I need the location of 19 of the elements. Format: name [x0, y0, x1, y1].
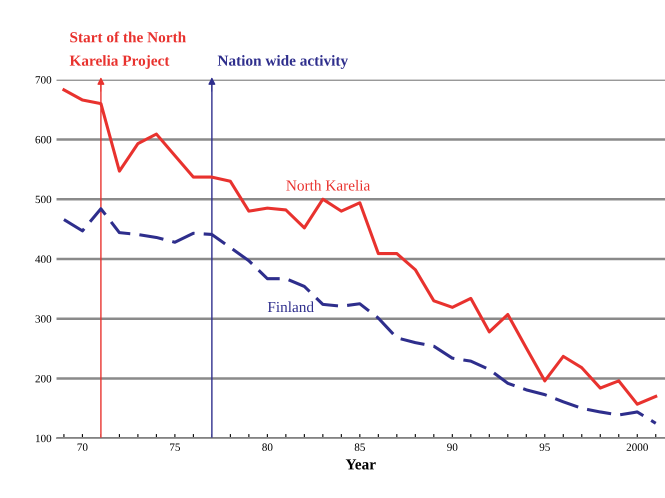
- y-tick-label: 300: [36, 315, 52, 323]
- y-tick-label: 200: [35, 374, 52, 382]
- x-axis-title: Year: [346, 459, 376, 470]
- ref-line-label: Start of the North Karelia Project: [70, 32, 186, 69]
- y-tick-label: 600: [35, 136, 52, 144]
- ref-line-label: Nation wide activity: [218, 55, 348, 69]
- x-tick-label: 95: [540, 443, 550, 451]
- x-tick-label: 75: [170, 444, 180, 451]
- y-tick-label: 500: [36, 196, 52, 204]
- y-tick-label: 100: [36, 434, 52, 442]
- series-label: North Karelia: [286, 180, 370, 191]
- y-tick-label: 700: [36, 76, 52, 84]
- x-tick-label: 85: [354, 443, 365, 451]
- series-label: Finland: [268, 301, 314, 312]
- y-tick-label: 400: [35, 255, 52, 263]
- x-tick-label: 2000: [626, 443, 648, 451]
- x-tick-label: 70: [78, 443, 88, 451]
- x-tick-label: 90: [447, 443, 458, 451]
- x-tick-label: 80: [262, 443, 272, 451]
